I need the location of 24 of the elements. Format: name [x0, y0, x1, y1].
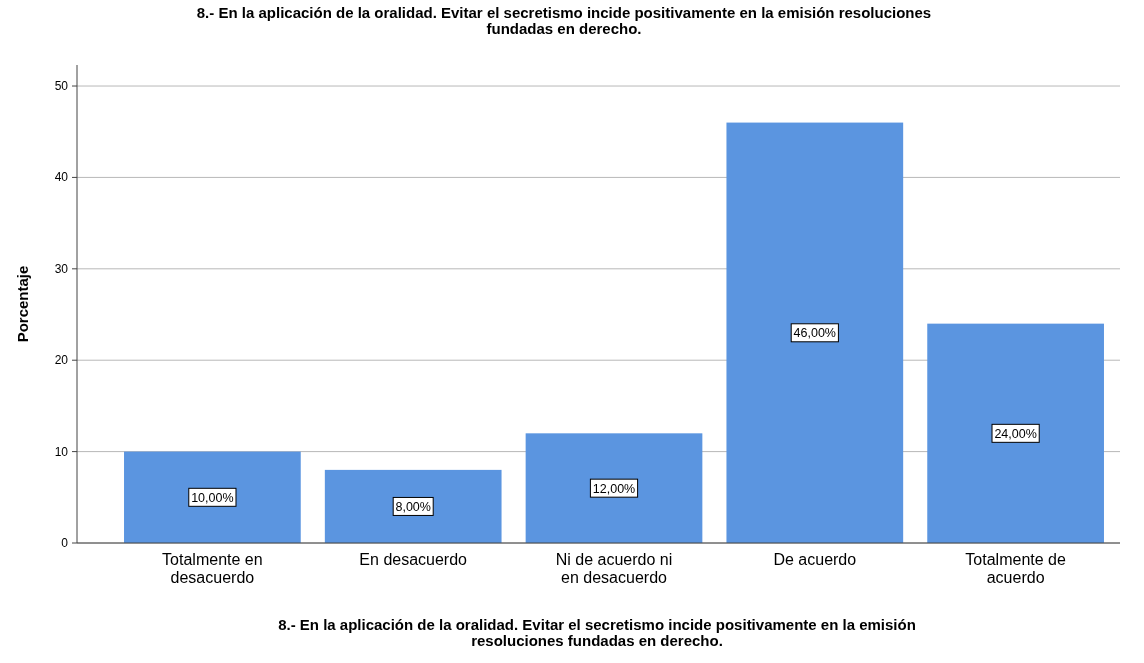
x-tick-label: Ni de acuerdo ni en desacuerdo [555, 551, 673, 586]
x-tick-label: Totalmente en desacuerdo [162, 551, 263, 586]
x-axis-title: 8.- En la aplicación de la oralidad. Evitar el secretismo incide positivamente en la emisión resoluciones fundadas en derecho. [278, 616, 916, 649]
x-tick-label: En desacuerdo [359, 551, 468, 568]
data-label: 8,00% [395, 499, 431, 514]
data-label: 24,00% [994, 426, 1037, 441]
y-tick-label: 30 [54, 261, 69, 276]
data-label: 12,00% [592, 481, 636, 496]
data-label: 46,00% [793, 326, 837, 341]
bar [525, 433, 703, 543]
y-tick-label: 10 [54, 444, 69, 459]
y-tick-label: 20 [54, 353, 69, 368]
x-tick-label: Totalmente de acuerdo [965, 551, 1066, 586]
bar [324, 469, 502, 543]
y-axis-title: Porcentaje [14, 265, 31, 343]
y-tick-label: 40 [54, 170, 69, 185]
bar [726, 122, 904, 543]
x-tick-label: De acuerdo [773, 551, 857, 568]
bar [124, 451, 301, 543]
y-tick-label: 50 [54, 79, 69, 94]
y-tick-label: 0 [61, 536, 69, 550]
data-label: 10,00% [191, 490, 234, 505]
bar [927, 323, 1104, 543]
chart-title: 8.- En la aplicación de la oralidad. Evitar el secretismo incide positivamente en la emisión resoluciones fundadas en derecho. [196, 4, 932, 37]
